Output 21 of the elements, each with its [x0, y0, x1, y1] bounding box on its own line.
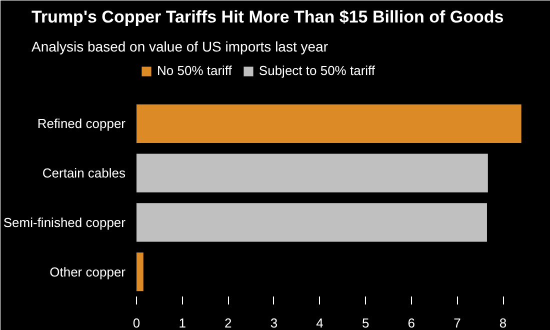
y-tick-label: Semi-finished copper — [3, 214, 126, 230]
y-tick-label: Certain cables — [42, 166, 126, 181]
y-tick-label: Refined copper — [37, 116, 126, 132]
bar — [136, 154, 488, 192]
x-tick-label: 1 — [178, 316, 186, 330]
bar — [136, 104, 522, 143]
y-tick-label: Other copper — [50, 264, 126, 280]
x-tick-label: 3 — [270, 316, 278, 330]
x-tick-label: 5 — [362, 316, 370, 330]
bar — [136, 252, 144, 292]
legend-label: No 50% tariff — [157, 63, 232, 78]
x-tick-label: 8 — [499, 316, 507, 330]
x-tick-label: 4 — [316, 316, 324, 330]
x-tick-label: 7 — [454, 316, 461, 330]
x-tick-label: 6 — [408, 316, 416, 330]
x-tick-label: 0 — [132, 316, 140, 330]
legend-label: Subject to 50% tariff — [258, 63, 376, 78]
x-tick-label: 2 — [224, 316, 232, 330]
chart-subtitle: Analysis based on value of US imports last year — [32, 38, 328, 54]
chart-title: Trump's Copper Tariffs Hit More Than $15 Billion of Goods — [32, 8, 504, 26]
bar — [136, 203, 487, 242]
